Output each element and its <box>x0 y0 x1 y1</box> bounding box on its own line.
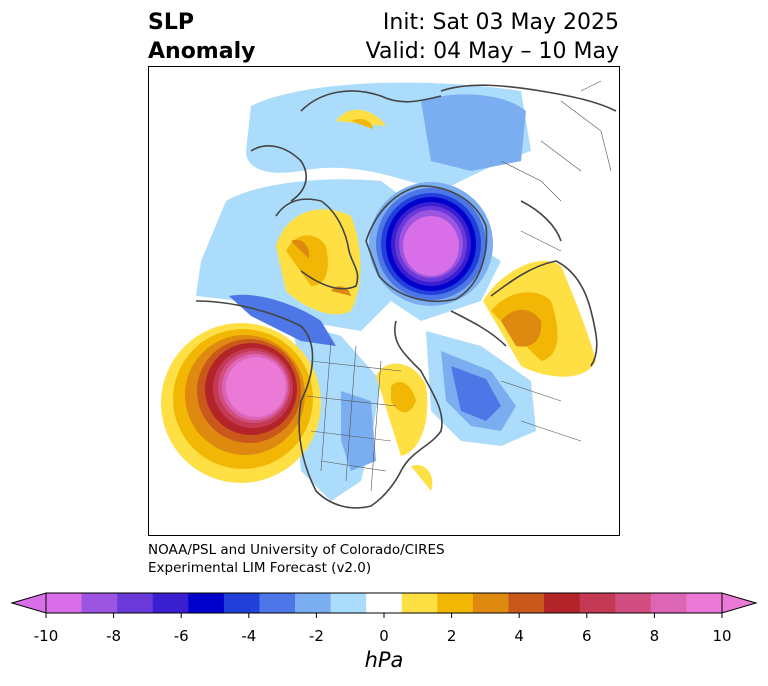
colorbar-cell <box>188 593 225 613</box>
colorbar-cell <box>508 593 545 613</box>
great-lakes-high-anomaly <box>376 363 433 491</box>
borders <box>305 80 612 492</box>
map-canvas <box>161 80 617 509</box>
colorbar-cell <box>81 593 118 613</box>
colorbar-cell <box>117 593 154 613</box>
colorbar-cell <box>579 593 616 613</box>
anomaly-map <box>148 66 620 536</box>
forecast-dates: Init: Sat 03 May 2025 Valid: 04 May – 10… <box>366 8 619 66</box>
colorbar-tick-label: 0 <box>379 627 389 645</box>
colorbar-extend-high <box>721 592 758 614</box>
colorbar-tick-label: 6 <box>582 627 592 645</box>
colorbar-cell <box>46 593 83 613</box>
valid-range: Valid: 04 May – 10 May <box>365 39 619 64</box>
colorbar-cell <box>472 593 510 613</box>
colorbar-cell <box>366 593 403 613</box>
colorbar-cell <box>223 593 260 613</box>
colorbar-cell <box>152 593 189 613</box>
colorbar <box>10 592 758 618</box>
colorbar-cells <box>46 593 723 613</box>
colorbar-cell <box>401 593 438 613</box>
colorbar-tick-label: -2 <box>308 627 324 645</box>
init-date: Init: Sat 03 May 2025 <box>382 10 619 35</box>
colorbar-cell <box>437 593 474 613</box>
credit-line-1: NOAA/PSL and University of Colorado/CIRE… <box>148 542 445 558</box>
title-line-1: SLP <box>148 10 194 35</box>
map-title: SLP Anomaly <box>148 8 255 66</box>
colorbar-tick-label: 4 <box>514 627 524 645</box>
data-credit: NOAA/PSL and University of Colorado/CIRE… <box>148 541 445 577</box>
colorbar-cell <box>295 593 332 613</box>
colorbar-cell <box>544 593 581 613</box>
colorbar-cell <box>615 593 652 613</box>
eurasia-high-anomaly <box>483 260 596 377</box>
credit-line-2: Experimental LIM Forecast (v2.0) <box>148 560 372 576</box>
colorbar-ticks <box>45 613 723 618</box>
colorbar-cell <box>330 593 367 613</box>
pacific-high-anomaly <box>161 323 321 483</box>
colorbar-tick-label: 2 <box>446 627 457 645</box>
colorbar-tick-label: -4 <box>241 627 257 645</box>
colorbar-tick-label: -8 <box>106 627 122 645</box>
colorbar-unit: hPa <box>364 648 404 672</box>
coastlines <box>195 84 617 509</box>
colorbar-cell <box>259 593 296 613</box>
colorbar-extend-low <box>10 592 47 614</box>
arctic-low-anomaly <box>369 182 493 306</box>
colorbar-tick-label: 10 <box>712 627 732 645</box>
colorbar-cell <box>650 593 687 613</box>
colorbar-tick-label: -6 <box>173 627 189 645</box>
colorbar-tick-label: 8 <box>649 627 660 645</box>
colorbar-tick-label: -10 <box>33 627 59 645</box>
colorbar-cell <box>686 593 723 613</box>
title-line-2: Anomaly <box>148 39 256 64</box>
